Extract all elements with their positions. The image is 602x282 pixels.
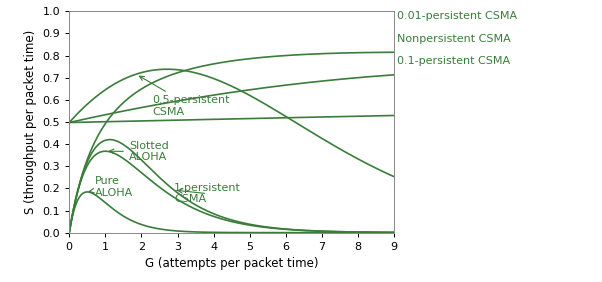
Text: 0.5-persistent
CSMA: 0.5-persistent CSMA <box>140 76 230 117</box>
Text: 0.01-persistent CSMA: 0.01-persistent CSMA <box>397 11 518 21</box>
Text: 1-persistent
CSMA: 1-persistent CSMA <box>174 183 241 204</box>
X-axis label: G (attempts per packet time): G (attempts per packet time) <box>145 257 318 270</box>
Y-axis label: S (throughput per packet time): S (throughput per packet time) <box>24 30 37 214</box>
Text: Nonpersistent CSMA: Nonpersistent CSMA <box>397 34 511 44</box>
Text: Slotted
ALOHA: Slotted ALOHA <box>110 141 169 162</box>
Text: Pure
ALOHA: Pure ALOHA <box>89 176 134 198</box>
Text: 0.1-persistent CSMA: 0.1-persistent CSMA <box>397 56 510 66</box>
